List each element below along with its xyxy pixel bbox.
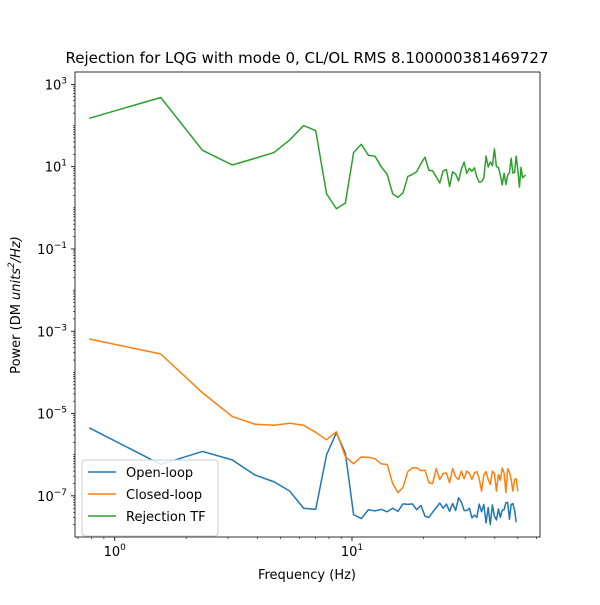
y-axis-label-suffix: /Hz) bbox=[9, 236, 24, 263]
x-tick-label: 100 bbox=[104, 543, 127, 560]
x-axis-label: Frequency (Hz) bbox=[258, 568, 356, 583]
axes-frame bbox=[74, 71, 541, 538]
y-tick-label-exp: −5 bbox=[54, 406, 67, 416]
y-tick-label: 10−1 bbox=[37, 241, 67, 258]
y-tick-label: 10−5 bbox=[37, 406, 67, 423]
x-tick-label-exp: 1 bbox=[357, 543, 363, 553]
y-tick-label-base: 10 bbox=[37, 243, 54, 258]
y-tick-label-base: 10 bbox=[37, 490, 54, 505]
y-tick-label: 10−3 bbox=[37, 323, 67, 340]
x-tick-label-base: 10 bbox=[104, 545, 121, 560]
y-axis-label-units-exp: 2 bbox=[7, 262, 17, 268]
y-tick-label-base: 10 bbox=[45, 161, 62, 176]
y-tick-label-exp: −7 bbox=[54, 488, 67, 498]
y-tick-label: 103 bbox=[45, 76, 67, 93]
y-tick-label-exp: 1 bbox=[61, 159, 67, 169]
legend-label: Closed-loop bbox=[126, 488, 202, 503]
plot-area: 100 10110−710−510−310−1101103Open-loopClo… bbox=[37, 71, 541, 560]
y-tick-label-exp: −1 bbox=[54, 241, 67, 251]
legend-box bbox=[81, 459, 219, 537]
series-line-closed-loop bbox=[89, 338, 519, 494]
legend-label: Rejection TF bbox=[126, 510, 206, 525]
y-axis-label-prefix: Power (DM bbox=[9, 300, 24, 374]
x-tick-label-base: 10 bbox=[341, 545, 358, 560]
y-tick-label: 101 bbox=[45, 159, 67, 176]
y-tick-label-base: 10 bbox=[37, 325, 54, 340]
x-tick-label: 101 bbox=[341, 543, 363, 560]
y-tick-label-base: 10 bbox=[37, 408, 54, 423]
y-tick-label: 10−7 bbox=[37, 488, 67, 505]
legend-label: Open-loop bbox=[126, 466, 193, 481]
series-line-rejection-tf bbox=[89, 96, 527, 210]
y-tick-label-base: 10 bbox=[45, 78, 62, 93]
y-tick-label-exp: 3 bbox=[61, 76, 67, 86]
y-axis-label-units: units bbox=[9, 268, 24, 300]
x-tick-label-exp: 0 bbox=[120, 543, 126, 553]
y-axis-label: Power (DM units2/Hz) bbox=[7, 236, 24, 374]
y-tick-label-exp: −3 bbox=[54, 323, 67, 333]
chart-title: Rejection for LQG with mode 0, CL/OL RMS… bbox=[66, 49, 549, 67]
